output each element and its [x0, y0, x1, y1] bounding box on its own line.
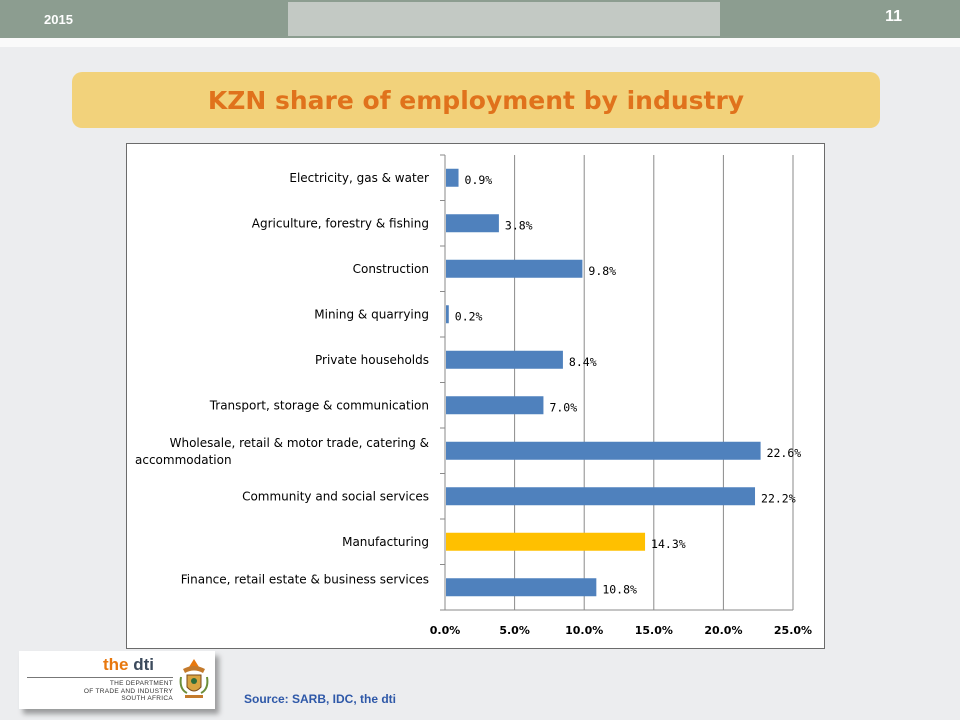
value-label: 9.8%: [588, 264, 616, 278]
bar: [446, 305, 449, 324]
value-label: 10.8%: [602, 582, 637, 596]
category-label: Wholesale, retail & motor trade, caterin…: [135, 436, 429, 467]
value-label: 14.3%: [651, 537, 686, 551]
bar: [446, 487, 756, 506]
top-bar: 2015 11: [0, 0, 960, 38]
title-banner: KZN share of employment by industry: [72, 72, 880, 128]
logo-wordmark: the dti: [103, 655, 155, 674]
category-label: Mining & quarrying: [314, 307, 429, 321]
bar: [446, 214, 499, 233]
slide-number: 11: [885, 8, 902, 25]
value-label: 22.2%: [761, 491, 796, 505]
bar: [446, 578, 597, 597]
category-label: Transport, storage & communication: [209, 398, 429, 412]
bar: [446, 396, 544, 415]
category-label: Finance, retail estate & business servic…: [181, 572, 429, 586]
category-label: Construction: [353, 262, 429, 276]
category-label: Agriculture, forestry & fishing: [252, 216, 429, 230]
employment-bar-chart: 0.0% 5.0% 10.0% 15.0% 20.0% 25.0% 0.9% Electric…: [135, 154, 812, 637]
x-tick-label: 15.0%: [635, 624, 673, 637]
bar: [446, 350, 563, 369]
coat-of-arms-icon: [179, 659, 209, 698]
header-year: 2015: [44, 12, 73, 27]
value-label: 3.8%: [505, 218, 533, 232]
category-label: Private households: [315, 353, 429, 367]
value-label: 0.2%: [455, 309, 483, 323]
source-note: Source: SARB, IDC, the dti: [244, 692, 397, 706]
bar: [446, 532, 646, 551]
top-bar-center-panel: [288, 2, 720, 36]
bar: [446, 441, 761, 460]
category-label: Manufacturing: [342, 535, 429, 549]
value-label: 7.0%: [549, 400, 577, 414]
logo-department-text: THE DEPARTMENT OF TRADE AND INDUSTRY SOU…: [83, 680, 173, 702]
logo-rule: [27, 677, 173, 678]
dti-logo: the dti THE DEPARTMENT OF TRADE AND INDU…: [19, 651, 215, 709]
value-label: 8.4%: [569, 355, 597, 369]
bar: [446, 259, 583, 278]
slide-title: KZN share of employment by industry: [207, 85, 745, 115]
x-tick-label: 5.0%: [499, 624, 530, 637]
bar: [446, 168, 459, 187]
x-tick-label: 0.0%: [430, 624, 461, 637]
value-label: 22.6%: [767, 446, 802, 460]
chart-container: 0.0% 5.0% 10.0% 15.0% 20.0% 25.0% 0.9% Electric…: [126, 143, 825, 649]
value-label: 0.9%: [465, 173, 493, 187]
x-tick-label: 20.0%: [704, 624, 742, 637]
category-label: Electricity, gas & water: [289, 171, 429, 185]
x-tick-label: 10.0%: [565, 624, 603, 637]
top-divider: [0, 38, 960, 47]
category-label: Community and social services: [242, 489, 429, 503]
x-tick-label: 25.0%: [774, 624, 812, 637]
